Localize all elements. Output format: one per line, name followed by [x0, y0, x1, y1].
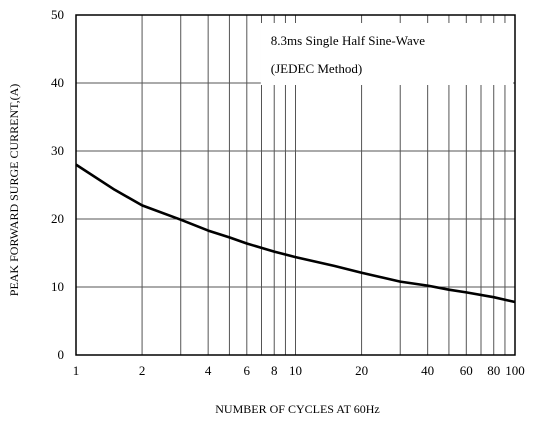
x-tick-label: 20 [355, 363, 368, 378]
plot-frame [75, 14, 516, 356]
y-tick-label: 20 [51, 211, 64, 226]
x-tick-label: 8 [271, 363, 278, 378]
x-tick-label: 4 [205, 363, 212, 378]
x-tick-label: 60 [460, 363, 473, 378]
series-line [75, 163, 516, 304]
x-tick-label: 100 [505, 363, 525, 378]
annotation-line: 8.3ms Single Half Sine-Wave [271, 33, 425, 48]
x-tick-label: 1 [73, 363, 80, 378]
y-tick-label: 30 [51, 143, 64, 158]
x-tick-label: 40 [421, 363, 434, 378]
x-tick-label: 6 [244, 363, 251, 378]
y-tick-label: 40 [51, 75, 64, 90]
y-tick-label: 50 [51, 7, 64, 22]
y-tick-label: 0 [58, 347, 65, 362]
x-tick-label: 80 [487, 363, 500, 378]
x-tick-label: 2 [139, 363, 146, 378]
annotation-box [260, 23, 513, 85]
y-axis-label: PEAK FORWARD SURGE CURRENT,(A) [7, 84, 21, 296]
annotation-line: (JEDEC Method) [271, 61, 362, 76]
y-tick-label: 10 [51, 279, 64, 294]
x-tick-label: 10 [289, 363, 302, 378]
x-axis-label: NUMBER OF CYCLES AT 60Hz [215, 402, 379, 416]
